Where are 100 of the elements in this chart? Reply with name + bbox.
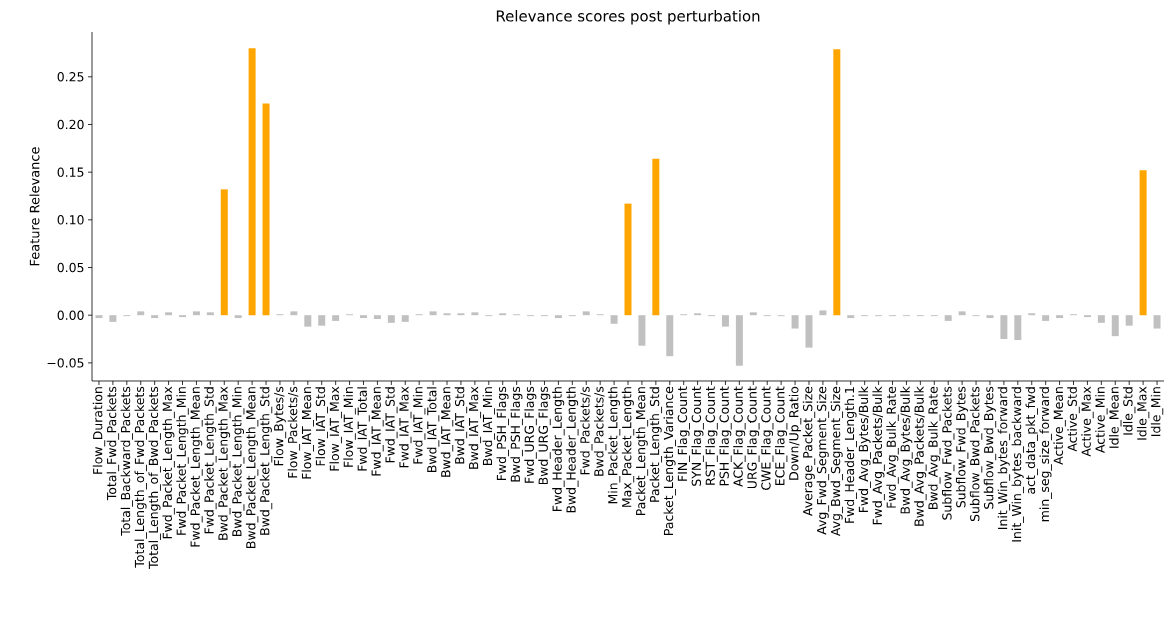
bar: [847, 315, 855, 319]
x-tick-label: Fwd_Packet_Length_Max: [162, 386, 175, 539]
x-tick-label: Fwd_Avg_Bulk_Rate: [886, 386, 899, 508]
x-tick-label: Avg_Bwd_Segment_Size: [830, 386, 844, 537]
x-tick-label: Fwd_Packet_Length_Mean: [190, 387, 203, 547]
y-tick-label: 0.05: [57, 262, 84, 273]
bar: [1042, 315, 1050, 321]
bar: [944, 315, 952, 321]
x-tick-label: Fwd_IAT_Total: [357, 387, 370, 471]
x-tick-label: Bwd_Packet_Length_Max: [218, 386, 231, 540]
x-tick-label: Avg_Fwd_Segment_Size: [816, 386, 830, 535]
x-tick-label: Flow_IAT_Std: [315, 387, 328, 466]
x-tick-label: Packet_Length_Std: [649, 387, 663, 502]
x-tick-label: Idle_Mean: [1109, 387, 1122, 448]
x-tick-label: Fwd_IAT_Max: [399, 386, 412, 468]
x-tick-label: PSH_Flag_Count: [719, 386, 732, 486]
x-tick-label: Init_Win_bytes_forward: [997, 387, 1011, 529]
bar: [1000, 315, 1008, 340]
y-tick-label: 0.10: [57, 215, 84, 225]
x-tick-label: Fwd_Header_Length.1: [844, 387, 857, 523]
x-tick-label: Bwd_Avg_Bytes/Bulk: [900, 386, 913, 514]
bar: [610, 315, 618, 324]
x-tick-label: Bwd_Avg_Bulk_Rate: [928, 386, 941, 509]
x-tick-label: Fwd_Header_Length: [552, 387, 565, 511]
bar: [429, 311, 437, 316]
x-tick-label: Fwd_URG_Flags: [524, 386, 537, 483]
x-tick-label: Fwd_IAT_Min: [412, 387, 426, 464]
x-tick-label: Flow_IAT_Min: [343, 387, 356, 467]
x-tick-label: Fwd_Packet_Length_Min: [176, 387, 189, 535]
y-tick-label: 0.15: [57, 167, 84, 177]
x-tick-label: Max_Packet_Length: [621, 387, 635, 507]
bar: [304, 315, 312, 327]
x-tick-label: Bwd_Packet_Length_Std: [259, 387, 273, 535]
bar: [1056, 315, 1064, 319]
bar: [359, 315, 367, 319]
bar: [819, 310, 827, 316]
bar: [290, 311, 298, 316]
x-tick-label: Bwd_Header_Length: [566, 387, 579, 513]
x-tick-label: act_data_pkt_fwd: [1025, 387, 1038, 494]
bar: [582, 311, 590, 316]
x-tick-label: Bwd_IAT_Mean: [440, 387, 454, 477]
x-tick-label: Bwd_Packet_Length_Min: [231, 387, 245, 537]
x-tick-label: Active_Mean: [1053, 387, 1066, 465]
bar: [151, 315, 159, 319]
x-tick-label: Init_Win_bytes_backward: [1011, 387, 1025, 542]
y-tick-label: 0.20: [57, 119, 84, 130]
bar: [262, 103, 270, 316]
x-tick-label: Bwd_IAT_Max: [468, 386, 482, 469]
x-tick-label: min_seg_size_forward: [1039, 387, 1052, 522]
x-tick-label: URG_Flag_Count: [747, 386, 760, 489]
bar: [735, 315, 743, 366]
bar: [95, 315, 103, 319]
bar: [1111, 315, 1119, 337]
x-tick-label: Active_Std: [1067, 387, 1080, 452]
x-tick-label: Fwd_Packet_Length_Std: [204, 387, 217, 534]
bar: [791, 315, 799, 329]
x-tick-label: Bwd_Packet_Length_Mean: [245, 387, 259, 548]
chart-title: Relevance scores post perturbation: [496, 10, 760, 25]
x-tick-label: Fwd_Packets/s: [580, 386, 593, 475]
bar: [1014, 315, 1022, 340]
x-tick-label: Subflow_Bwd_Packets: [969, 386, 983, 522]
bar: [1153, 315, 1161, 329]
x-tick-label: Min_Packet_Length: [607, 387, 621, 504]
x-tick-label: Total_Length_of_Fwd_Packets: [134, 386, 147, 568]
bar: [401, 315, 409, 322]
bar: [318, 315, 326, 326]
x-tick-label: Bwd_Packets/s: [593, 386, 607, 476]
bar: [666, 315, 674, 357]
bar: [471, 312, 479, 316]
bar: [387, 315, 395, 323]
x-tick-label: Total_Fwd_Packets: [106, 386, 120, 501]
bar: [833, 49, 841, 316]
x-tick-label: Fwd_PSH_Flags: [496, 386, 509, 481]
x-tick-label: Total_Length_of_Bwd_Packets: [148, 386, 161, 570]
bar: [721, 315, 729, 327]
y-tick-label: −0.05: [47, 358, 84, 368]
bar: [1125, 315, 1133, 326]
x-tick-label: Idle_Min: [1150, 387, 1164, 436]
x-tick-label: Active_Max: [1081, 386, 1094, 457]
bar: [638, 315, 646, 346]
bar: [554, 315, 562, 319]
x-tick-label: Subflow_Bwd_Bytes: [983, 386, 997, 509]
x-tick-label: Packet_Length_Mean: [635, 387, 649, 516]
bar: [986, 315, 994, 319]
x-tick-label: Flow_IAT_Mean: [301, 387, 314, 479]
bar: [1097, 315, 1105, 323]
x-tick-label: Fwd_Avg_Packets/Bulk: [872, 386, 885, 525]
x-tick-label: Flow_IAT_Max: [329, 386, 342, 471]
bar: [652, 158, 660, 316]
x-tick-label: Total_Backward_Packets: [120, 386, 134, 536]
bar: [248, 48, 256, 316]
x-tick-label: Bwd_IAT_Min: [482, 387, 495, 465]
x-tick-label: Flow_Packets/s: [287, 386, 301, 478]
x-tick-label: Subflow_Fwd_Packets: [942, 386, 955, 520]
bar: [749, 312, 757, 316]
bar: [1139, 170, 1147, 316]
x-tick-label: Idle_Std: [1122, 387, 1136, 435]
x-tick-label: SYN_Flag_Count: [691, 386, 704, 486]
x-tick-label: Fwd_IAT_Mean: [371, 387, 384, 476]
x-tick-label: Fwd_IAT_Std: [385, 387, 398, 463]
